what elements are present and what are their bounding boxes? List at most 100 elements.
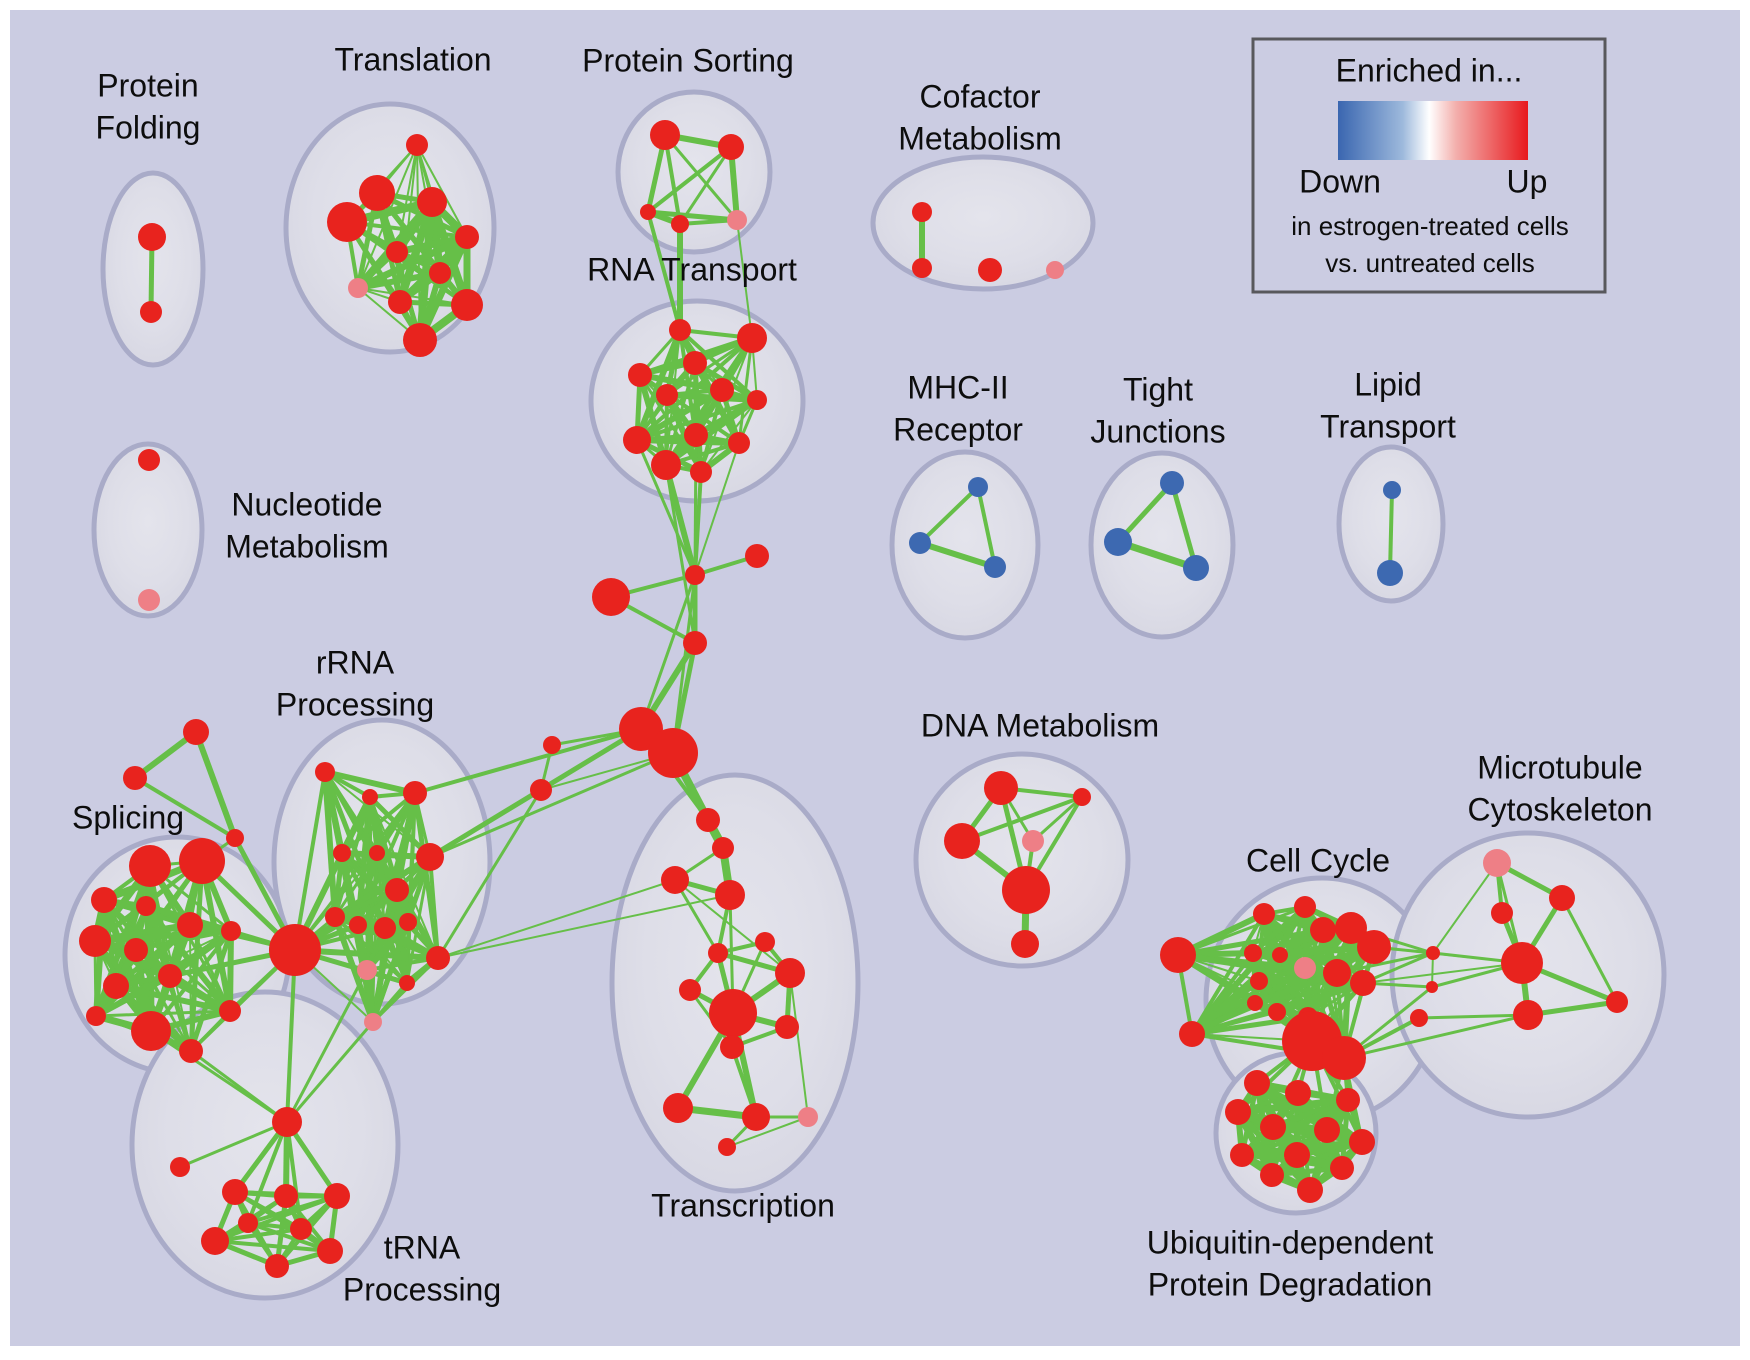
node-rna-transport-5 xyxy=(710,378,734,402)
edge-rrna-processing xyxy=(366,956,439,972)
node-transcription-12 xyxy=(742,1103,770,1131)
node-splicing-2 xyxy=(91,887,117,913)
node-connectors-7 xyxy=(530,779,552,801)
node-transcription-7 xyxy=(709,989,757,1037)
edge-link xyxy=(429,751,674,859)
edge-link xyxy=(437,879,676,959)
cluster-label-transcription: Transcription xyxy=(651,1187,835,1223)
edge-rrna-processing xyxy=(333,915,409,985)
node-cell-cycle-8 xyxy=(1272,947,1288,963)
node-splicing-12 xyxy=(179,1039,203,1063)
node-cell-cycle-1 xyxy=(1179,1021,1205,1047)
node-ubiquitin-degradation-7 xyxy=(1230,1143,1254,1167)
edge-microtubule-cytoskeleton xyxy=(1418,1013,1529,1020)
node-protein-sorting-1 xyxy=(718,134,744,160)
edge-splicing xyxy=(227,930,234,1012)
edge-link xyxy=(736,219,753,339)
edge-rna-transport xyxy=(636,398,758,442)
edge-cell-cycle xyxy=(1251,905,1307,955)
node-translation-5 xyxy=(386,241,408,263)
node-mhc-ii-receptor-0 xyxy=(968,477,988,497)
edge-cell-cycle xyxy=(1177,905,1306,957)
node-microtubule-cytoskeleton-4 xyxy=(1513,1000,1543,1030)
node-ubiquitin-degradation-11 xyxy=(1297,1177,1323,1203)
edge-link xyxy=(664,464,697,644)
node-protein-folding-0 xyxy=(138,223,166,251)
node-rrna-processing-6 xyxy=(416,843,444,871)
edge-rrna-processing xyxy=(405,921,410,984)
edge-cell-cycle xyxy=(1190,951,1255,1036)
node-rna-transport-4 xyxy=(656,384,678,406)
edge-rrna-processing xyxy=(293,771,327,951)
node-protein-sorting-2 xyxy=(640,204,656,220)
edge-splicing xyxy=(93,899,107,1017)
node-rrna-processing-9 xyxy=(349,916,367,934)
cluster-ellipse-transcription xyxy=(609,772,861,1194)
node-lipid-transport-1 xyxy=(1377,560,1403,586)
node-transcription-8 xyxy=(775,958,805,988)
edge-rrna-processing xyxy=(364,920,411,972)
legend-subtitle-line2: vs. untreated cells xyxy=(1325,248,1535,278)
node-protein-folding-1 xyxy=(140,301,162,323)
edge-link xyxy=(1373,946,1523,964)
node-rrna-processing-3 xyxy=(403,781,427,805)
node-trna-processing-9 xyxy=(290,1218,312,1240)
node-dna-metabolism-0 xyxy=(984,771,1018,805)
edge-link xyxy=(285,969,369,1123)
edge-connectors xyxy=(639,574,697,730)
edge-rna-transport xyxy=(635,387,724,443)
node-cell-cycle-14 xyxy=(1268,1003,1286,1021)
node-rrna-processing-12 xyxy=(426,946,450,970)
edge-link xyxy=(190,1049,288,1124)
cluster-label-nucleotide-metabolism: Metabolism xyxy=(225,528,389,564)
cluster-label-ubiquitin-degradation: Protein Degradation xyxy=(1148,1266,1433,1302)
node-microtubule-cytoskeleton-6 xyxy=(1426,946,1440,960)
edge-mhc-ii-receptor xyxy=(918,485,980,545)
node-transcription-13 xyxy=(798,1107,818,1127)
edge-rrna-processing xyxy=(355,852,380,926)
legend-subtitle-line1: in estrogen-treated cells xyxy=(1291,211,1568,241)
node-cofactor-metabolism-0 xyxy=(912,202,932,222)
node-transcription-4 xyxy=(708,943,728,963)
node-transcription-0 xyxy=(696,808,720,832)
node-rna-transport-7 xyxy=(623,426,651,454)
node-nucleotide-metabolism-0 xyxy=(138,449,160,471)
edge-rrna-processing xyxy=(324,769,416,796)
edge-link xyxy=(635,439,697,576)
cluster-ellipse-protein-sorting xyxy=(615,89,773,255)
node-transcription-14 xyxy=(718,1138,736,1156)
node-transcription-1 xyxy=(712,837,734,859)
edge-link xyxy=(1336,951,1434,975)
node-protein-sorting-4 xyxy=(727,210,747,230)
node-tight-junctions-1 xyxy=(1104,528,1132,556)
node-cofactor-metabolism-1 xyxy=(912,258,932,278)
cluster-label-tight-junctions: Tight xyxy=(1123,371,1193,407)
node-rrna-processing-4 xyxy=(333,844,351,862)
edge-mhc-ii-receptor xyxy=(976,486,997,568)
node-rna-transport-0 xyxy=(669,319,691,341)
node-splicing-3 xyxy=(136,896,156,916)
node-splicing-0 xyxy=(129,845,171,887)
node-microtubule-cytoskeleton-5 xyxy=(1606,991,1628,1013)
edge-link xyxy=(694,442,740,576)
node-ubiquitin-degradation-9 xyxy=(1330,1156,1354,1180)
edge-link xyxy=(414,727,642,795)
cluster-label-lipid-transport: Transport xyxy=(1320,408,1456,444)
cluster-label-trna-processing: Processing xyxy=(343,1271,501,1307)
node-splicing-10 xyxy=(86,1006,106,1026)
cluster-label-rrna-processing: rRNA xyxy=(316,644,395,680)
node-microtubule-cytoskeleton-7 xyxy=(1426,981,1438,993)
node-transcription-3 xyxy=(715,880,745,910)
node-translation-2 xyxy=(417,187,447,217)
cluster-label-tight-junctions: Junctions xyxy=(1090,413,1225,449)
node-translation-8 xyxy=(388,290,412,314)
node-splicing-11 xyxy=(131,1011,171,1051)
edge-trna-processing xyxy=(247,1221,331,1253)
node-trna-processing-5 xyxy=(201,1227,229,1255)
node-nucleotide-metabolism-1 xyxy=(138,589,160,611)
node-connectors-10 xyxy=(226,829,244,847)
edge-translation xyxy=(416,201,436,341)
edge-microtubule-cytoskeleton xyxy=(1432,862,1498,954)
node-trna-processing-0 xyxy=(272,1107,302,1137)
